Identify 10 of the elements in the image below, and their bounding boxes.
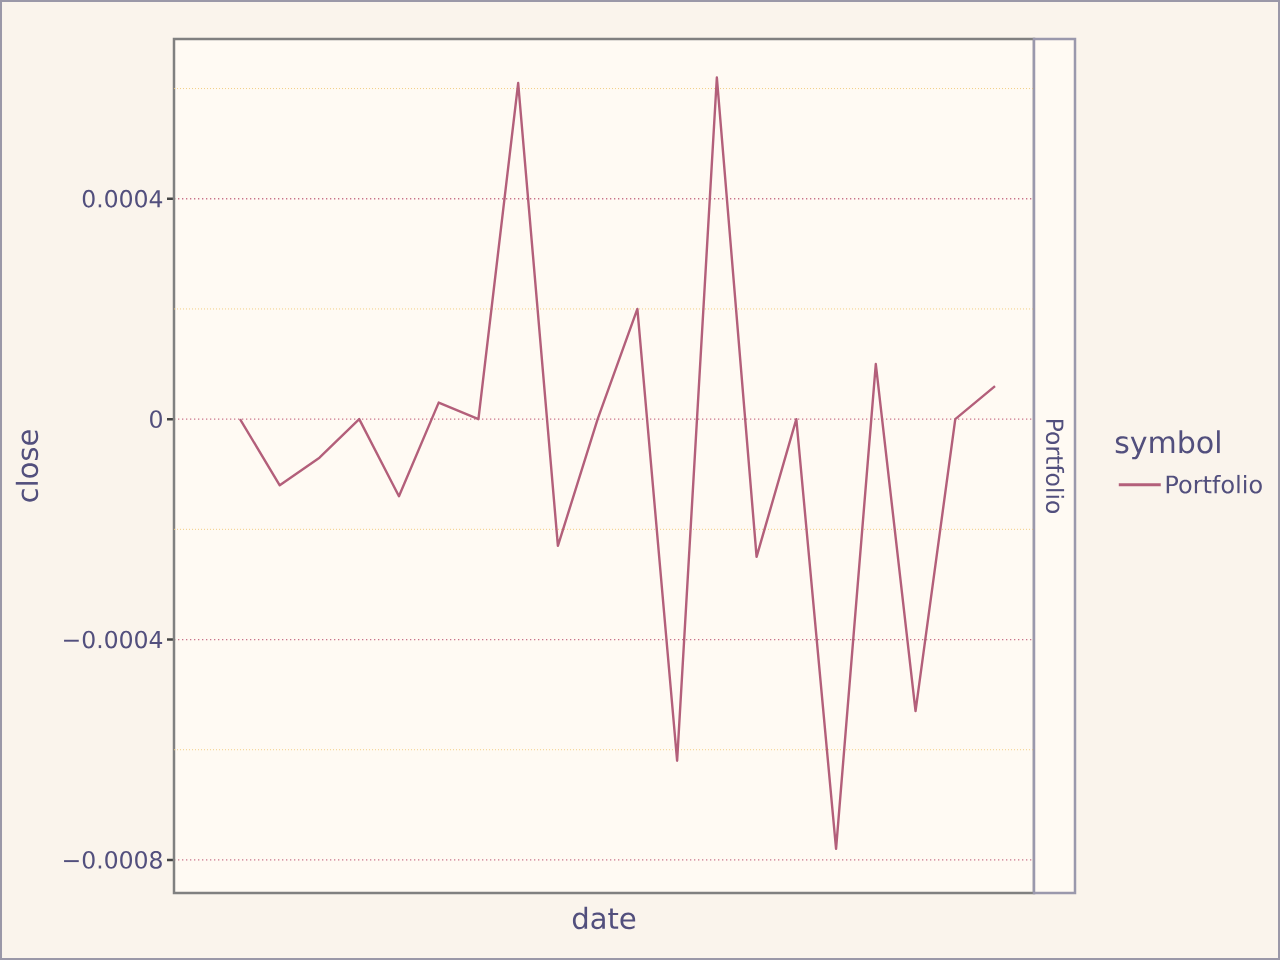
y-tick-label: −0.0004 bbox=[64, 630, 163, 649]
legend-label: Portfolio bbox=[1166, 474, 1262, 494]
y-tick-label: 0.0004 bbox=[82, 189, 163, 208]
line-series bbox=[238, 76, 997, 851]
legend-title: symbol bbox=[1115, 430, 1220, 460]
y-tick-label: −0.0008 bbox=[64, 851, 162, 869]
x-axis-title: date bbox=[572, 906, 636, 930]
y-tick-label: 0 bbox=[150, 410, 162, 429]
y-axis-title: close bbox=[15, 430, 39, 502]
text: Portfolio bbox=[1045, 419, 1065, 514]
